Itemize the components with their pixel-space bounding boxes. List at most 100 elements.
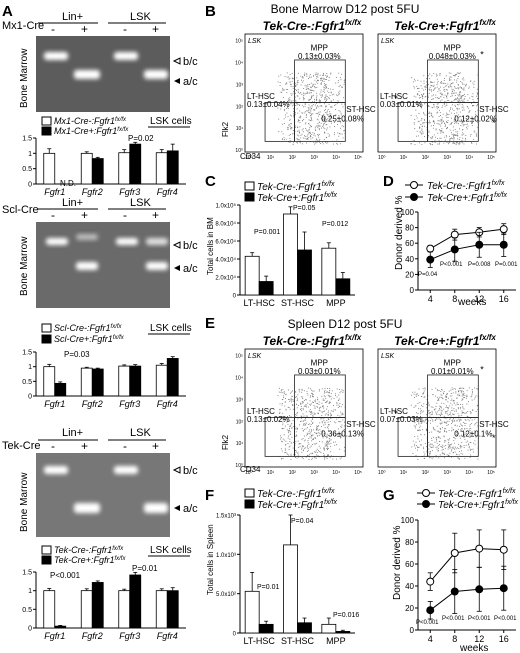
bar xyxy=(297,622,312,634)
axis-label-y: Total cells in Spleen xyxy=(206,524,215,595)
bar xyxy=(91,158,104,185)
bar xyxy=(129,574,142,629)
bar xyxy=(155,590,168,629)
panel-letter-d: D xyxy=(383,173,394,190)
bar xyxy=(321,247,337,296)
x-tick-label: 10⁰ xyxy=(378,470,386,476)
annotation-p: P=0.01 xyxy=(132,564,158,573)
lane-sign: - xyxy=(51,439,55,453)
legend-label: Tek-Cre-:Fgfr1fx/fx xyxy=(438,488,516,500)
series-line xyxy=(429,587,504,611)
data-point xyxy=(499,584,508,593)
band-label-bc: b/c xyxy=(183,465,198,477)
gate-label-mpp: MPP xyxy=(311,44,328,53)
legend-label: Tek-Cre+:Fgfr1fx/fx xyxy=(427,192,507,204)
x-tick-label: 10⁴ xyxy=(332,155,340,161)
event-dots xyxy=(410,387,479,460)
x-tick-label: 10² xyxy=(289,155,297,161)
cre-label: Mx1-Cre xyxy=(2,20,44,32)
y-tick-label: 10⁵ xyxy=(235,39,243,45)
y-tick-label: 1.5 xyxy=(22,136,32,143)
group-label-lsk: LSK xyxy=(130,197,151,209)
bar xyxy=(258,281,274,296)
legend-label: Tek-Cre+:Fgfr1fx/fx xyxy=(54,555,126,565)
annotation-p: P<0.001 xyxy=(494,616,517,622)
gate-value-lt: 0.03±0.01% xyxy=(380,100,423,109)
category-label: Fgfr3 xyxy=(119,187,140,197)
x-tick-label: 16 xyxy=(499,634,509,644)
gate-value-lt: 0.07±0.03% xyxy=(380,415,423,424)
y-tick-label: 1.0x10⁵ xyxy=(215,203,236,210)
band-label-ac: a/c xyxy=(183,76,198,88)
legend-label: Tek-Cre-:Fgfr1fx/fx xyxy=(54,545,124,555)
bar xyxy=(244,255,260,296)
panel-letter-f: F xyxy=(205,487,214,504)
band-label-bc: b/c xyxy=(183,56,198,68)
y-tick-label: 10⁵ xyxy=(235,354,243,360)
category-label: ST-HSC xyxy=(281,636,315,646)
bar-chart-f: 0 5.0x10² 1.0x10³ 1.5x10³ LT-HSC ST-HSC MPP xyxy=(216,514,355,646)
bar xyxy=(43,152,56,185)
cells-label: LSK cells xyxy=(150,545,192,556)
bar xyxy=(43,590,56,629)
legend-g: Tek-Cre-:Fgfr1fx/fx Tek-Cre+:Fgfr1fx/fx xyxy=(417,488,518,511)
bar xyxy=(129,365,142,397)
gate-label-mpp: MPP xyxy=(444,44,461,53)
data-point xyxy=(475,544,484,553)
category-label: Fgfr2 xyxy=(82,399,103,409)
legend-a3: Tek-Cre-:Fgfr1fx/fx Tek-Cre+:Fgfr1fx/fx … xyxy=(41,545,192,565)
x-tick-label: 10³ xyxy=(444,155,452,161)
gate-st-hsc xyxy=(427,417,479,457)
cre-label: Tek-Cre xyxy=(2,440,41,452)
group-label-lin: Lin+ xyxy=(62,197,83,209)
y-tick-label: 1.0x10³ xyxy=(216,553,236,559)
y-tick-label: 0 xyxy=(410,286,415,295)
plot-header: Tek-Cre+:Fgfr1fx/fx xyxy=(394,333,496,348)
significance-star: * xyxy=(492,118,496,128)
bar xyxy=(43,366,56,397)
data-point xyxy=(450,245,459,254)
panel-letter-g: G xyxy=(383,487,395,504)
cre-label: Scl-Cre xyxy=(2,204,39,216)
group-label-lin: Lin+ xyxy=(62,427,83,439)
axis-label-x: weeks xyxy=(457,297,486,308)
data-point xyxy=(499,225,508,234)
data-point xyxy=(450,230,459,239)
tissue-label: Bone Marrow xyxy=(19,472,30,532)
y-tick-label: 80 xyxy=(405,224,414,233)
x-tick-label: 12 xyxy=(474,634,484,644)
cells-label: LSK cells xyxy=(150,116,192,127)
plot-header: Tek-Cre+:Fgfr1fx/fx xyxy=(394,18,496,33)
bar xyxy=(155,364,168,397)
gate-value-st: 0.12±0.02% xyxy=(454,114,497,123)
x-tick-label: 10⁵ xyxy=(354,155,362,161)
x-tick-label: 16 xyxy=(499,294,509,304)
lane-sign: + xyxy=(81,208,88,222)
significance-star: * xyxy=(394,408,398,418)
bar xyxy=(118,365,131,397)
x-tick-label: 10⁴ xyxy=(332,470,340,476)
panel-b: B Bone Marrow D12 post 5FU Tek-Cre-:Fgfr… xyxy=(205,2,509,161)
band-label-ac: a/c xyxy=(183,263,198,275)
y-tick-label: 0 xyxy=(28,626,32,633)
panel-letter-e: E xyxy=(205,315,215,332)
data-point xyxy=(426,255,435,264)
panel-d: D 0 20 40 60 80 100 4 8 12 16 Donor derived % wee… xyxy=(383,173,518,308)
annotation-p: P=0.012 xyxy=(322,221,348,228)
x-tick-label: 12 xyxy=(474,294,484,304)
y-tick-label: 0.5 xyxy=(22,379,32,386)
annotation-p: P=0.001 xyxy=(495,262,518,268)
y-tick-label: 0.5 xyxy=(22,607,32,614)
bar xyxy=(283,544,298,634)
group-label-lsk: LSK xyxy=(130,11,151,23)
line-chart-d: 0 20 40 60 80 100 4 8 12 16 xyxy=(401,208,516,304)
y-tick-label: 100 xyxy=(401,208,415,217)
x-tick-label: 10¹ xyxy=(400,155,408,161)
y-tick-label: 1 xyxy=(28,151,32,158)
significance-star: * xyxy=(492,433,496,443)
panel-e: E Spleen D12 post 5FU Tek-Cre-:Fgfr1fx/f… xyxy=(205,315,509,476)
y-tick-label: 100 xyxy=(401,516,415,525)
bar xyxy=(80,590,93,629)
